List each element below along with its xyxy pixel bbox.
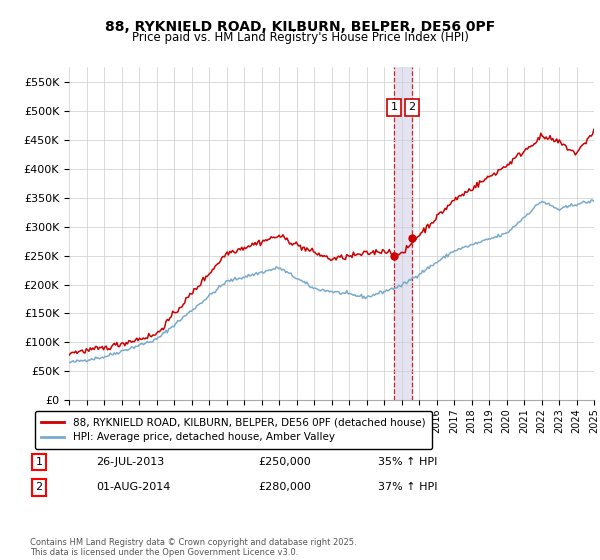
Text: 37% ↑ HPI: 37% ↑ HPI (378, 482, 437, 492)
Text: 2: 2 (35, 482, 43, 492)
Text: Contains HM Land Registry data © Crown copyright and database right 2025.
This d: Contains HM Land Registry data © Crown c… (30, 538, 356, 557)
Bar (394, 67, 412, 400)
Text: 1: 1 (391, 102, 397, 112)
Text: 88, RYKNIELD ROAD, KILBURN, BELPER, DE56 0PF: 88, RYKNIELD ROAD, KILBURN, BELPER, DE56… (105, 20, 495, 34)
Text: £280,000: £280,000 (258, 482, 311, 492)
Text: 01-AUG-2014: 01-AUG-2014 (96, 482, 170, 492)
Text: £250,000: £250,000 (258, 457, 311, 467)
Text: 35% ↑ HPI: 35% ↑ HPI (378, 457, 437, 467)
Legend: 88, RYKNIELD ROAD, KILBURN, BELPER, DE56 0PF (detached house), HPI: Average pric: 88, RYKNIELD ROAD, KILBURN, BELPER, DE56… (35, 411, 431, 449)
Text: Price paid vs. HM Land Registry's House Price Index (HPI): Price paid vs. HM Land Registry's House … (131, 31, 469, 44)
Text: 26-JUL-2013: 26-JUL-2013 (96, 457, 164, 467)
Text: 1: 1 (35, 457, 43, 467)
Text: 2: 2 (408, 102, 415, 112)
